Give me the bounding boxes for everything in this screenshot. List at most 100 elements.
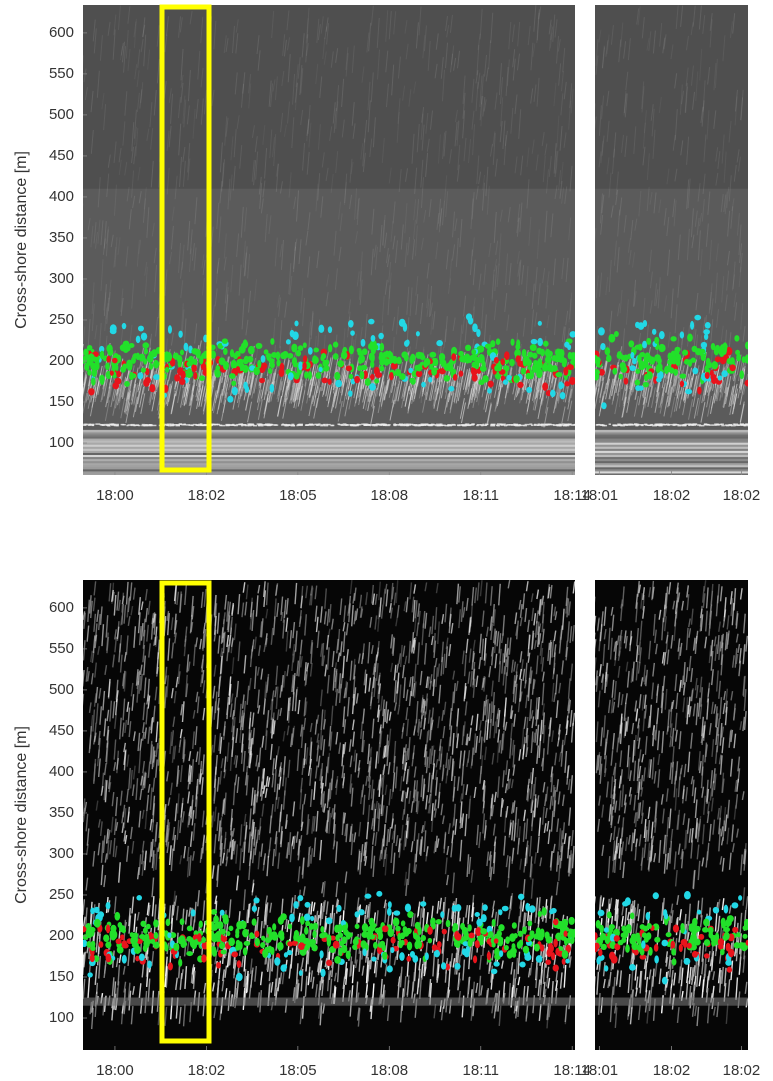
streak <box>427 676 430 689</box>
streak <box>471 902 474 918</box>
streak <box>374 615 378 630</box>
streak <box>549 32 553 49</box>
streak <box>502 120 506 150</box>
streak <box>136 911 140 921</box>
streak <box>131 122 135 152</box>
streak <box>252 794 256 815</box>
streak <box>91 651 95 663</box>
streak <box>94 966 98 986</box>
streak <box>386 1004 390 1022</box>
streak <box>83 612 87 629</box>
streak <box>452 244 455 261</box>
detection <box>360 338 366 347</box>
swash-line <box>492 423 495 426</box>
detection <box>563 366 569 376</box>
streak <box>738 224 742 256</box>
upper-tone <box>595 5 748 189</box>
streak <box>458 586 462 603</box>
detection <box>242 339 248 348</box>
y-tick-label: 400 <box>49 188 74 205</box>
wave-streak <box>544 392 550 414</box>
detection <box>370 346 376 355</box>
swash-line <box>349 424 354 426</box>
streak <box>180 82 184 103</box>
streak <box>479 8 483 40</box>
stripe <box>595 438 748 441</box>
wave-streak <box>379 381 385 403</box>
swash-line <box>337 423 340 425</box>
streak <box>680 335 684 360</box>
streak <box>321 152 325 168</box>
streak <box>450 758 454 782</box>
streak <box>139 788 143 801</box>
streak <box>349 660 353 681</box>
wave-streak <box>440 377 446 399</box>
streak <box>313 335 317 358</box>
streak <box>481 638 485 660</box>
wave-streak <box>297 372 303 394</box>
streak <box>649 300 653 314</box>
streak <box>454 121 458 147</box>
streak <box>181 811 185 823</box>
wave-streak <box>604 373 610 395</box>
wave-streak <box>555 387 561 409</box>
swash-line <box>743 424 748 427</box>
streak <box>533 5 537 32</box>
streak <box>264 633 268 645</box>
streak <box>230 616 233 635</box>
swash-line <box>596 424 599 426</box>
detection <box>525 372 532 380</box>
streak <box>227 178 231 210</box>
streak <box>110 234 114 248</box>
streak <box>442 726 446 739</box>
streak <box>103 779 107 801</box>
streak <box>138 810 142 828</box>
streak <box>314 719 318 735</box>
streak <box>131 280 135 309</box>
stripe <box>83 456 575 460</box>
streak <box>319 76 323 99</box>
streak <box>399 776 403 792</box>
streak <box>538 633 542 645</box>
streak <box>229 703 233 718</box>
streak <box>408 676 412 687</box>
streak <box>740 89 744 121</box>
streak <box>151 613 155 625</box>
streak <box>100 259 104 291</box>
streak <box>493 791 497 803</box>
streak <box>146 902 150 916</box>
streak <box>498 1005 502 1027</box>
streak <box>417 610 421 625</box>
streak <box>263 681 267 699</box>
streak <box>176 820 180 840</box>
streak <box>451 934 455 947</box>
streak <box>278 766 282 777</box>
streak <box>425 756 429 774</box>
detection <box>321 377 328 384</box>
streak <box>225 856 229 867</box>
detection <box>703 329 710 335</box>
streak <box>382 849 386 867</box>
streak <box>556 35 560 64</box>
streak <box>500 797 503 817</box>
swash-line <box>537 423 541 425</box>
streak <box>488 666 492 678</box>
detection <box>598 327 605 336</box>
swash-line <box>668 423 673 426</box>
streak <box>105 229 109 257</box>
swash-line <box>113 424 119 427</box>
streak <box>132 985 135 995</box>
streak <box>214 288 218 307</box>
detection <box>710 342 716 351</box>
streak <box>405 43 409 60</box>
swash-line <box>361 423 365 425</box>
streak <box>283 39 287 57</box>
streak <box>699 335 703 360</box>
streak <box>314 605 318 622</box>
streak <box>388 728 392 746</box>
detection <box>452 373 458 381</box>
streak <box>330 808 334 818</box>
streak <box>301 758 305 776</box>
streak <box>174 632 177 644</box>
streak <box>99 606 103 625</box>
